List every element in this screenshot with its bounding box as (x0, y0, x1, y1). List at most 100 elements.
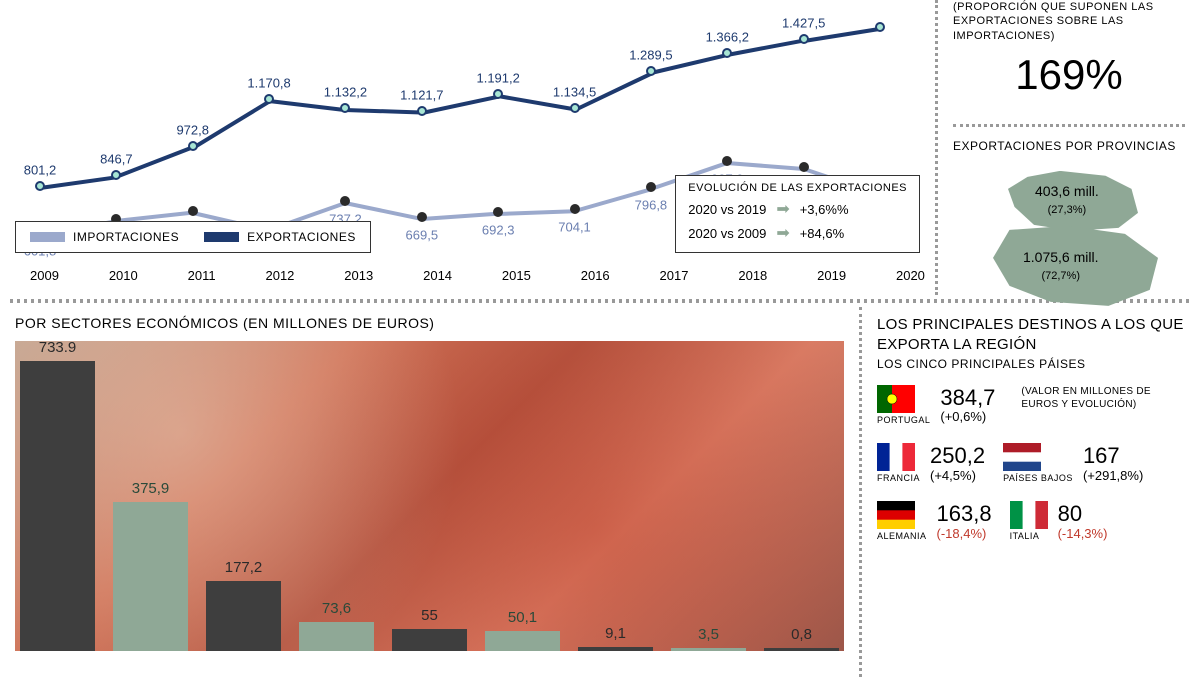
x-axis-label: 2010 (109, 268, 138, 283)
data-point (722, 48, 732, 58)
point-label: 1.121,7 (400, 87, 443, 102)
country-item: PAÍSES BAJOS 167(+291,8%) (1003, 443, 1143, 483)
evolution-row-change: +84,6% (800, 224, 844, 244)
bar-label: 55 (421, 607, 438, 624)
line-segment (40, 175, 117, 190)
bar: 0,8 (764, 648, 839, 651)
country-value: 80 (1058, 501, 1108, 526)
data-point (417, 106, 427, 116)
data-point (646, 66, 656, 76)
point-label: 1.427,5 (782, 15, 825, 30)
country-value: 250,2 (930, 443, 985, 468)
province-top-value: 403,6 mill.(27,3%) (1035, 183, 1099, 217)
bar-label: 733.9 (39, 339, 77, 356)
point-label: 846,7 (100, 152, 133, 167)
line-segment (345, 108, 421, 114)
provinces-title: EXPORTACIONES POR PROVINCIAS (953, 124, 1185, 153)
country-item: ALEMANIA 163,8(-18,4%) (877, 501, 992, 541)
country-name: ALEMANIA (877, 531, 927, 541)
evolution-row-change: +3,6%% (800, 200, 849, 220)
bar-fill (206, 581, 281, 651)
country-name: PAÍSES BAJOS (1003, 473, 1073, 483)
legend-label: EXPORTACIONES (247, 230, 356, 244)
country-value: 384,7 (940, 385, 995, 410)
flag-icon: FRANCIA (877, 443, 920, 483)
point-label: 801,2 (24, 162, 57, 177)
bar-label: 177,2 (225, 559, 263, 576)
x-axis-label: 2013 (344, 268, 373, 283)
bar-fill (392, 629, 467, 651)
country-pct: (+4,5%) (930, 469, 985, 484)
destinations-title: LOS PRINCIPALES DESTINOS A LOS QUE EXPOR… (877, 315, 1185, 354)
point-label: 1.366,2 (706, 30, 749, 45)
country-pct: (-18,4%) (937, 527, 992, 542)
evolution-title: EVOLUCIÓN DE LAS EXPORTACIONES (688, 182, 907, 194)
point-label: 692,3 (482, 222, 515, 237)
bar-label: 9,1 (605, 625, 626, 642)
line-segment (269, 99, 346, 112)
point-label: 1.191,2 (476, 71, 519, 86)
legend-swatch-importaciones (30, 232, 65, 242)
country-name: FRANCIA (877, 473, 920, 483)
flag-icon: PAÍSES BAJOS (1003, 443, 1073, 483)
country-value: 167 (1083, 443, 1143, 468)
country-pct: (+0,6%) (940, 410, 995, 425)
data-point (340, 196, 350, 206)
bar: 73,6 (299, 622, 374, 651)
data-point (570, 204, 580, 214)
line-segment (422, 212, 499, 221)
x-axis-label: 2017 (660, 268, 689, 283)
point-label: 1.132,2 (324, 85, 367, 100)
data-point (340, 103, 350, 113)
flag-icon: ITALIA (1010, 501, 1048, 541)
bar-fill (578, 647, 653, 651)
line-segment (727, 161, 804, 171)
line-chart-panel: 601,8660.8696,4622,1737,2669,5692,3704,1… (0, 0, 935, 295)
country-name: PORTUGAL (877, 415, 930, 425)
point-label: 1.170,8 (247, 76, 290, 91)
country-pct: (+291,8%) (1083, 469, 1143, 484)
point-label: 1.134,5 (553, 84, 596, 99)
bar-fill (20, 361, 95, 651)
bar-fill (485, 631, 560, 651)
data-point (111, 170, 121, 180)
bar-chart: 733.9375,9177,273,65550,19,13,50,8 (15, 341, 844, 651)
bar: 3,5 (671, 648, 746, 651)
destinations-panel: LOS PRINCIPALES DESTINOS A LOS QUE EXPOR… (859, 307, 1200, 677)
bar: 177,2 (206, 581, 281, 651)
point-label: 796,8 (635, 198, 668, 213)
value-note: (VALOR EN MILLONES DE EUROS Y EVOLUCIÓN) (1021, 385, 1185, 425)
legend-label: IMPORTACIONES (73, 230, 179, 244)
bar: 375,9 (113, 502, 188, 651)
bar-fill (113, 502, 188, 651)
data-point (493, 89, 503, 99)
bar: 50,1 (485, 631, 560, 651)
sectors-title: POR SECTORES ECONÓMICOS (EN MILLONES DE … (15, 315, 844, 331)
data-point (188, 141, 198, 151)
x-axis-label: 2016 (581, 268, 610, 283)
right-panel: (PROPORCIÓN QUE SUPONEN LAS EXPORTACIONE… (935, 0, 1200, 295)
point-label: 972,8 (176, 122, 209, 137)
coverage-subtitle: (PROPORCIÓN QUE SUPONEN LAS EXPORTACIONE… (953, 0, 1185, 43)
point-label: 1.289,5 (629, 48, 672, 63)
arrow-icon: ➡ (776, 198, 789, 222)
country-item: ITALIA80(-14,3%) (1010, 501, 1108, 541)
x-axis-label: 2015 (502, 268, 531, 283)
country-name: ITALIA (1010, 531, 1048, 541)
data-point (264, 94, 274, 104)
arrow-icon: ➡ (776, 222, 789, 246)
bar: 733.9 (20, 361, 95, 651)
evolution-row-label: 2020 vs 2019 (688, 200, 766, 220)
data-point (722, 156, 732, 166)
x-axis: 2009201020112012201320142015201620172018… (10, 268, 945, 283)
province-bottom-value: 1.075,6 mill.(72,7%) (1023, 249, 1098, 283)
point-label: 669,5 (406, 227, 439, 242)
sectors-panel: POR SECTORES ECONÓMICOS (EN MILLONES DE … (0, 307, 859, 677)
bar-label: 375,9 (132, 480, 170, 497)
evolution-row-label: 2020 vs 2009 (688, 224, 766, 244)
bar: 9,1 (578, 647, 653, 651)
destinations-subtitle: LOS CINCO PRINCIPALES PÁISES (877, 357, 1185, 371)
flag-icon: ALEMANIA (877, 501, 927, 541)
country-value: 163,8 (937, 501, 992, 526)
country-item: FRANCIA 250,2(+4,5%) (877, 443, 985, 483)
